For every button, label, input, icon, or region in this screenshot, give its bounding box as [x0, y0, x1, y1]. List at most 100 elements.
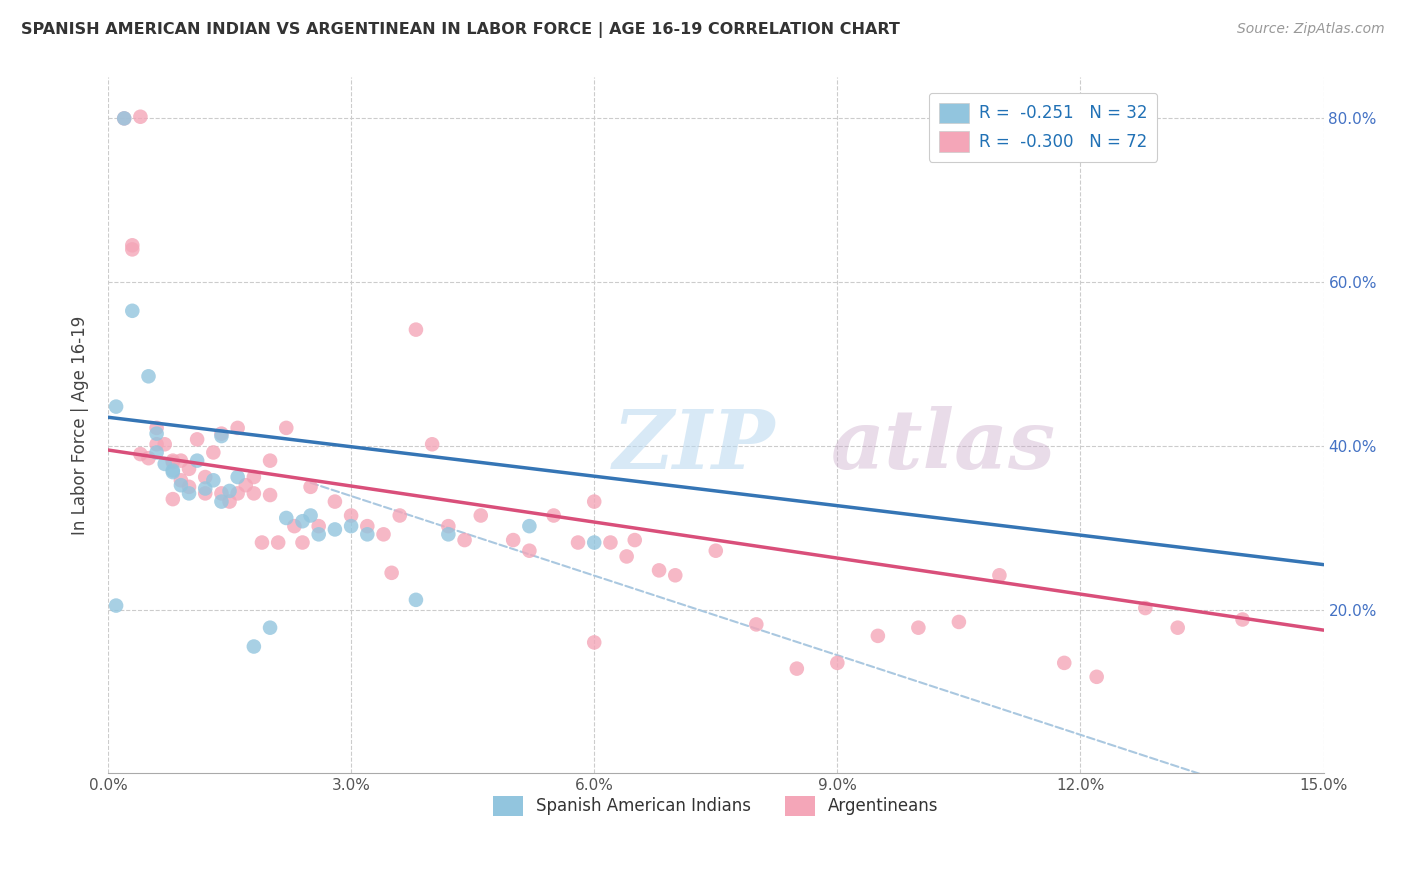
- Point: [405, 323, 427, 337]
- Point: [243, 640, 266, 654]
- Point: [276, 421, 298, 435]
- Point: [170, 473, 193, 487]
- Point: [162, 465, 184, 479]
- Point: [243, 486, 266, 500]
- Point: [129, 110, 152, 124]
- Point: [988, 568, 1011, 582]
- Point: [202, 445, 225, 459]
- Point: [502, 533, 524, 547]
- Point: [138, 451, 160, 466]
- Point: [704, 543, 727, 558]
- Legend: Spanish American Indians, Argentineans: Spanish American Indians, Argentineans: [485, 788, 946, 824]
- Point: [948, 615, 970, 629]
- Point: [356, 519, 378, 533]
- Point: [1167, 621, 1189, 635]
- Point: [299, 508, 322, 523]
- Point: [299, 480, 322, 494]
- Point: [583, 494, 606, 508]
- Point: [186, 433, 208, 447]
- Point: [259, 621, 281, 635]
- Point: [235, 478, 257, 492]
- Point: [291, 535, 314, 549]
- Point: [907, 621, 929, 635]
- Point: [437, 519, 460, 533]
- Point: [145, 437, 167, 451]
- Point: [194, 482, 217, 496]
- Point: [112, 112, 135, 126]
- Point: [194, 486, 217, 500]
- Point: [267, 535, 290, 549]
- Point: [1053, 656, 1076, 670]
- Point: [162, 455, 184, 469]
- Point: [340, 508, 363, 523]
- Point: [209, 429, 232, 443]
- Point: [209, 426, 232, 441]
- Point: [308, 527, 330, 541]
- Point: [153, 457, 176, 471]
- Text: ZIP: ZIP: [613, 407, 775, 486]
- Point: [209, 486, 232, 500]
- Point: [226, 486, 249, 500]
- Point: [664, 568, 686, 582]
- Point: [194, 470, 217, 484]
- Point: [543, 508, 565, 523]
- Point: [308, 519, 330, 533]
- Point: [121, 238, 143, 252]
- Point: [112, 112, 135, 126]
- Point: [153, 437, 176, 451]
- Point: [648, 563, 671, 577]
- Point: [519, 543, 541, 558]
- Point: [145, 426, 167, 441]
- Point: [162, 492, 184, 507]
- Point: [567, 535, 589, 549]
- Point: [138, 369, 160, 384]
- Text: atlas: atlas: [831, 407, 1056, 486]
- Point: [177, 486, 200, 500]
- Point: [283, 519, 305, 533]
- Point: [323, 523, 346, 537]
- Point: [340, 519, 363, 533]
- Point: [1085, 670, 1108, 684]
- Point: [243, 470, 266, 484]
- Point: [519, 519, 541, 533]
- Point: [259, 453, 281, 467]
- Point: [250, 535, 273, 549]
- Point: [470, 508, 492, 523]
- Point: [405, 592, 427, 607]
- Point: [453, 533, 475, 547]
- Point: [162, 463, 184, 477]
- Point: [276, 511, 298, 525]
- Point: [177, 462, 200, 476]
- Point: [121, 243, 143, 257]
- Point: [373, 527, 395, 541]
- Point: [599, 535, 621, 549]
- Point: [291, 514, 314, 528]
- Point: [356, 527, 378, 541]
- Point: [145, 445, 167, 459]
- Point: [388, 508, 411, 523]
- Point: [218, 494, 240, 508]
- Point: [323, 494, 346, 508]
- Point: [259, 488, 281, 502]
- Point: [218, 483, 240, 498]
- Point: [420, 437, 443, 451]
- Y-axis label: In Labor Force | Age 16-19: In Labor Force | Age 16-19: [72, 316, 89, 535]
- Point: [866, 629, 889, 643]
- Point: [162, 453, 184, 467]
- Point: [121, 303, 143, 318]
- Point: [105, 400, 128, 414]
- Point: [129, 447, 152, 461]
- Point: [170, 478, 193, 492]
- Text: Source: ZipAtlas.com: Source: ZipAtlas.com: [1237, 22, 1385, 37]
- Point: [381, 566, 404, 580]
- Point: [186, 453, 208, 467]
- Point: [623, 533, 645, 547]
- Point: [209, 494, 232, 508]
- Point: [1232, 613, 1254, 627]
- Point: [226, 470, 249, 484]
- Point: [437, 527, 460, 541]
- Point: [745, 617, 768, 632]
- Point: [583, 535, 606, 549]
- Point: [616, 549, 638, 564]
- Point: [170, 453, 193, 467]
